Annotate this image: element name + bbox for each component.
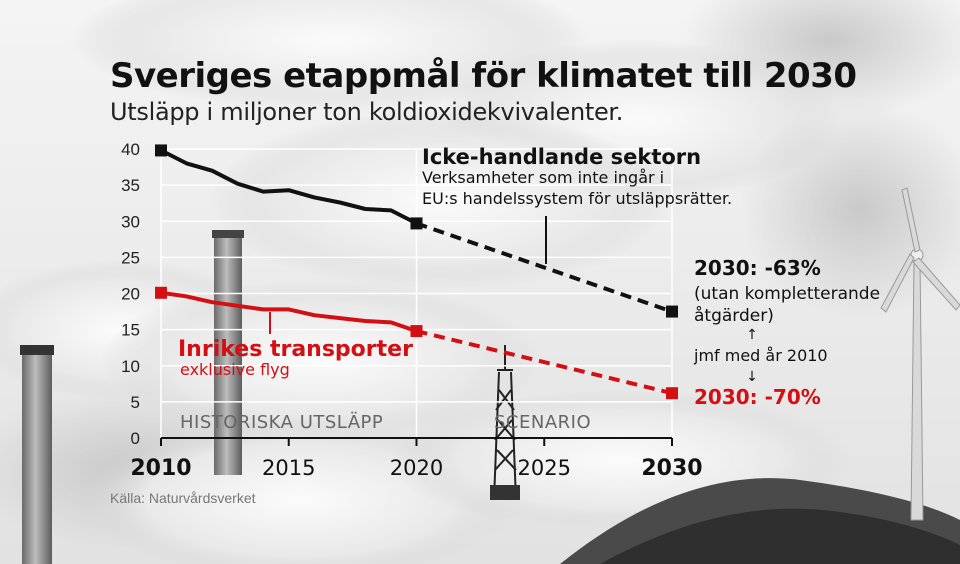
series-red-name: Inrikes transporter [178,337,413,362]
antenna-tower [490,345,520,501]
comparison-note: jmf med år 2010 [693,346,828,365]
chart-title: Sveriges etappmål för klimatet till 2030 [110,56,857,96]
series-black-marker [155,144,167,157]
x-tick-label: 2010 [130,456,191,481]
chart-subtitle: Utsläpp i miljoner ton koldioxidekvivale… [110,98,624,126]
annotation-historical: HISTORISKA UTSLÄPP [180,412,383,433]
x-tick-label: 2025 [518,456,571,480]
series-red-description: exklusive flyg [180,360,290,379]
target-black-note-line2: åtgärder) [694,305,774,326]
series-red-marker [410,325,423,338]
x-tick-label: 2015 [262,456,315,480]
y-tick-label: 30 [121,212,140,231]
target-black-note-line1: (utan kompletterande [694,284,880,304]
wind-turbine [880,187,960,521]
y-tick-label: 0 [131,429,140,448]
chimney-shape [214,230,242,475]
chimney-shape [212,230,244,238]
series-red-marker [155,286,167,299]
cloud-shape [70,0,590,110]
series-black-description-line2: EU:s handelssystem för utsläppsrätter. [422,189,732,208]
series-black-historical-line [160,148,418,226]
target-black-label: 2030: -63% [694,256,821,280]
series-black-name: Icke-handlande sektorn [422,145,701,169]
chimney-shape [20,345,54,355]
y-tick-label: 15 [121,321,140,340]
source-note: Källa: Naturvårdsverket [110,490,256,506]
y-tick-label: 25 [121,248,140,267]
y-tick-label: 10 [121,357,140,376]
series-black-marker [410,217,423,230]
y-tick-label: 35 [121,176,140,195]
series-red-historical-line [160,290,418,333]
arrow-up-icon: ↑ [746,327,758,343]
series-black-marker [666,305,678,318]
y-tick-label: 5 [131,393,140,412]
series-black-scenario-line [415,221,673,314]
chimney-shape [22,345,52,564]
series-black-description-line1: Verksamheter som inte ingår i [422,168,664,187]
series-red-scenario-line [416,329,673,396]
x-tick-label: 2020 [390,456,443,480]
target-red-label: 2030: -70% [694,385,821,409]
annotation-scenario: SCENARIO [494,412,591,433]
x-tick-label: 2030 [641,456,702,481]
series-red-marker [666,387,678,400]
y-tick-label: 40 [121,140,140,159]
hill-shape [600,508,960,564]
y-tick-label: 20 [121,285,140,304]
arrow-down-icon: ↓ [746,369,758,385]
cloud-shape [210,110,670,290]
